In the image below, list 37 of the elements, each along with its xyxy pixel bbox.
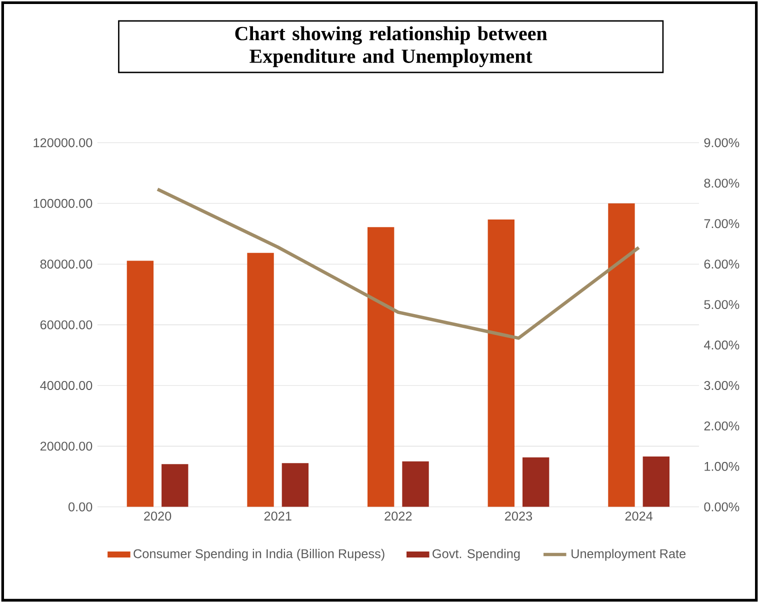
y-tick-label: 0.00 xyxy=(68,502,92,512)
line-series xyxy=(156,188,640,340)
x-tick-label: 2024 xyxy=(625,512,653,521)
y2-tick-label: 4.00% xyxy=(704,340,740,350)
y2-tick-label: 1.00% xyxy=(704,462,740,471)
x-tick-label: 2021 xyxy=(264,512,292,521)
bar xyxy=(522,457,550,507)
x-tick-label: 2023 xyxy=(505,512,532,521)
bar xyxy=(488,220,514,507)
y2-tick-label: 7.00% xyxy=(704,219,740,228)
y2-tick-label: 6.00% xyxy=(704,260,740,269)
legend-label: Unemployment Rate xyxy=(572,548,686,561)
y2-tick-label: 0.00% xyxy=(704,502,740,512)
x-tick-label: 2022 xyxy=(384,512,412,521)
y-tick-label: 20000.00 xyxy=(40,442,92,451)
bar xyxy=(368,227,394,507)
y-tick-label: 100000.00 xyxy=(34,198,92,208)
bar xyxy=(126,260,154,507)
legend-label: Govt. Spending xyxy=(432,548,520,561)
bar xyxy=(282,463,309,507)
y2-tick-label: 8.00% xyxy=(704,178,740,188)
bar xyxy=(402,461,429,507)
y-tick-label: 60000.00 xyxy=(40,320,92,330)
y2-tick-label: 2.00% xyxy=(704,422,740,430)
legend-label: Consumer Spending in India (Billion Rupess) xyxy=(134,548,384,561)
bar xyxy=(608,203,635,507)
bar xyxy=(247,252,274,507)
y2-tick-label: 3.00% xyxy=(704,381,740,390)
y2-tick-label: 5.00% xyxy=(704,300,740,310)
bar xyxy=(642,456,670,507)
bar xyxy=(162,464,188,507)
y-tick-label: 80000.00 xyxy=(40,260,92,269)
chart-title: Chart showing relationship between Expenditure and Unemployment xyxy=(235,26,548,68)
y-tick-label: 120000.00 xyxy=(34,138,92,148)
y-tick-label: 40000.00 xyxy=(40,381,92,390)
x-tick-label: 2020 xyxy=(144,512,172,521)
y2-tick-label: 9.00% xyxy=(704,138,740,148)
